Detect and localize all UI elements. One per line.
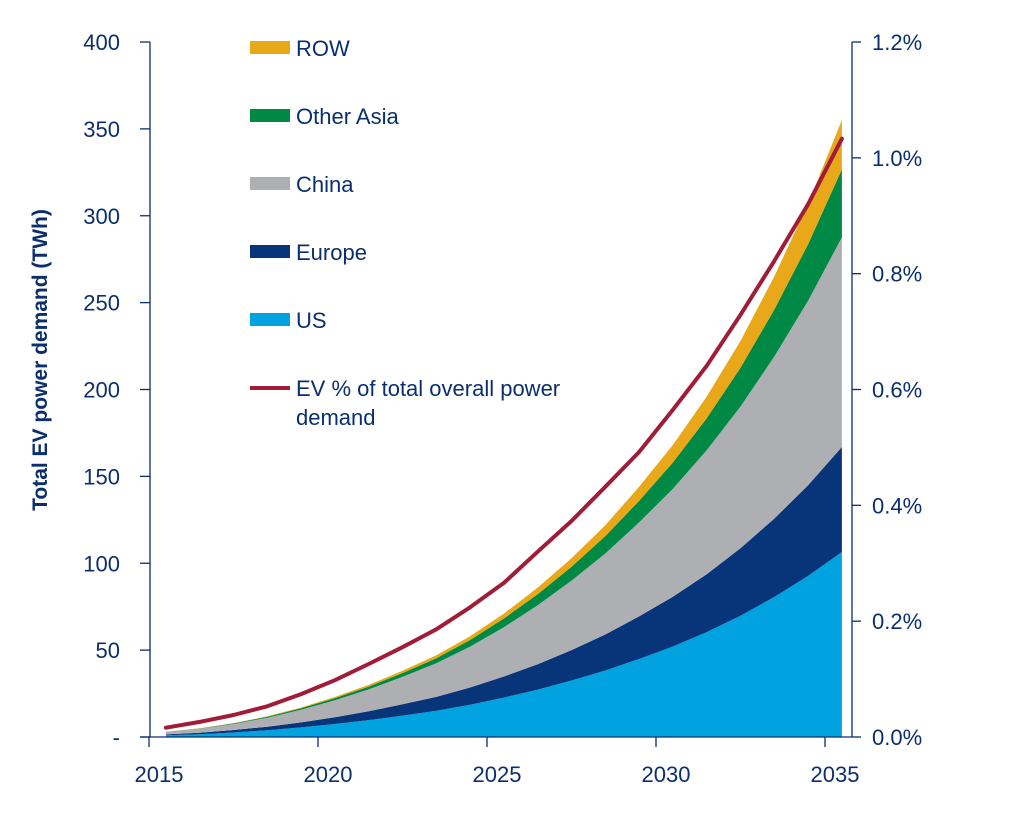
area-china [165,237,842,735]
legend-swatch-other-asia [250,109,290,122]
x-tick-label: 2020 [304,762,353,787]
legend-label: China [296,172,354,197]
line-ev-percent [163,136,844,730]
y-tick-label: - [113,725,120,750]
y2-tick-label: 0.6% [872,378,922,403]
y-tick-label: 350 [83,117,120,142]
legend-item-ev-percent: EV % of total overall power demand [250,374,570,432]
legend-item-row: ROW [250,34,350,63]
x-tick-label: 2030 [642,762,691,787]
y2-tick-label: 0.8% [872,262,922,287]
y-tick-label: 300 [83,204,120,229]
y2-tick-label: 1.0% [872,146,922,171]
percent-line [163,136,844,730]
y2-tick-label: 0.4% [872,493,922,518]
legend-label: Europe [296,240,367,265]
legend-item-us: US [250,306,327,335]
y2-tick-label: 1.2% [872,30,922,55]
legend-swatch-row [250,41,290,54]
legend-swatch-us [250,313,290,326]
y-tick-label: 400 [83,30,120,55]
y-tick-label: 200 [83,378,120,403]
legend-label: US [296,308,327,333]
axes: - 50 100 150 200 250 300 350 400 0.0% 0.2% 0.4% 0.6%… [83,30,922,787]
legend-label: ROW [296,36,350,61]
y-tick-label: 250 [83,291,120,316]
legend-item-china: China [250,170,353,199]
legend-item-europe: Europe [250,238,367,267]
area-us [165,552,842,737]
x-tick-label: 2025 [473,762,522,787]
x-tick-label: 2035 [811,762,860,787]
y2-tick-label: 0.0% [872,725,922,750]
y-axis-title: Total EV power demand (TWh) [29,209,52,511]
area-other-asia [165,169,842,732]
y2-tick-label: 0.2% [872,609,922,634]
y-tick-label: 100 [83,551,120,576]
y-tick-label: 50 [96,638,120,663]
legend-item-other-asia: Other Asia [250,102,399,131]
legend-swatch-ev-percent [250,386,290,390]
legend-swatch-europe [250,245,290,258]
y-tick-label: 150 [83,464,120,489]
legend-label: EV % of total overall power demand [296,376,561,430]
x-tick-label: 2015 [135,762,184,787]
stacked-areas [165,120,842,737]
area-europe [165,447,842,736]
legend-label: Other Asia [296,104,399,129]
legend-swatch-china [250,177,290,190]
